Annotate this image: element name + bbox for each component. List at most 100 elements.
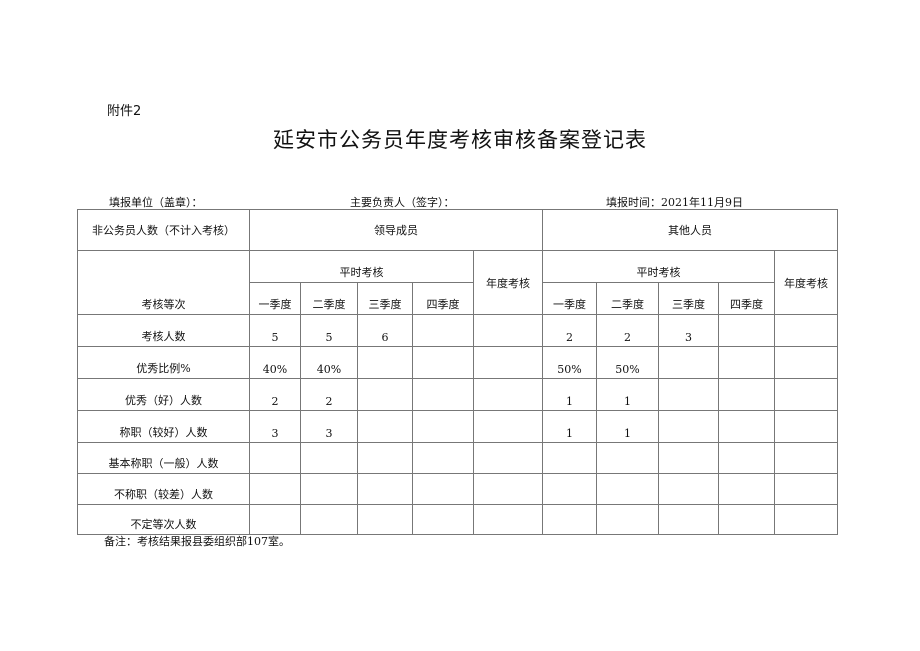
leaders-header: 领导成员 [249,209,543,251]
others-cell [774,504,838,535]
attachment-label: 附件2 [107,104,142,119]
others-cell: 3 [658,314,719,347]
table-row: 基本称职（一般）人数 [77,442,838,474]
others-cell: 1 [596,378,659,411]
leaders-cell [412,410,474,443]
grade-header: 考核等次 [77,250,250,315]
registration-table: 非公务员人数（不计入考核） 领导成员 其他人员 考核等次 平时考核 年度考核 平… [77,209,838,535]
leaders-cell [357,378,413,411]
others-cell [718,346,775,379]
others-cell [658,473,719,505]
others-cell: 2 [542,314,597,347]
row-label: 不称职（较差）人数 [77,473,250,505]
others-cell [774,346,838,379]
others-cell: 1 [542,410,597,443]
table-row: 优秀（好）人数 2 2 1 1 [77,378,838,411]
others-cell [658,504,719,535]
others-cell [542,504,597,535]
leaders-cell [300,473,358,505]
row-label: 基本称职（一般）人数 [77,442,250,474]
others-regular-header: 平时考核 [542,250,775,283]
table-row: 称职（较好）人数 3 3 1 1 [77,410,838,443]
report-date: 填报时间：2021年11月9日 [606,196,743,209]
others-cell: 2 [596,314,659,347]
leader-signature-label: 主要负责人（签字）： [350,196,455,209]
others-cell [542,442,597,474]
others-cell [718,442,775,474]
non-civil-header: 非公务员人数（不计入考核） [77,209,250,251]
leaders-cell [473,346,543,379]
leaders-cell [300,442,358,474]
leaders-cell [473,410,543,443]
others-cell [542,473,597,505]
leaders-q3-header: 三季度 [357,282,413,315]
leaders-cell [357,442,413,474]
leaders-cell [412,378,474,411]
table-row: 不称职（较差）人数 [77,473,838,505]
table-row: 不定等次人数 [77,504,838,535]
others-cell [774,442,838,474]
row-label: 不定等次人数 [77,504,250,535]
leaders-q1-header: 一季度 [249,282,301,315]
leaders-cell [412,442,474,474]
leaders-cell [473,442,543,474]
row-label: 称职（较好）人数 [77,410,250,443]
leaders-cell [249,473,301,505]
row-label: 考核人数 [77,314,250,347]
others-annual-header: 年度考核 [774,250,838,315]
others-cell [774,473,838,505]
reporting-unit-label: 填报单位（盖章）： [109,196,203,209]
others-cell [658,442,719,474]
leaders-cell [473,473,543,505]
others-cell [658,378,719,411]
leaders-cell [412,473,474,505]
leaders-annual-header: 年度考核 [473,250,543,315]
others-cell [596,442,659,474]
leaders-cell: 40% [249,346,301,379]
leaders-regular-header: 平时考核 [249,250,474,283]
leaders-cell [412,314,474,347]
others-cell [718,473,775,505]
others-q2-header: 二季度 [596,282,659,315]
others-q1-header: 一季度 [542,282,597,315]
leaders-cell [412,346,474,379]
others-cell: 50% [596,346,659,379]
leaders-cell [473,504,543,535]
row-label: 优秀比例% [77,346,250,379]
leaders-cell: 3 [249,410,301,443]
others-cell [774,410,838,443]
others-cell [718,378,775,411]
leaders-cell: 2 [249,378,301,411]
leaders-q2-header: 二季度 [300,282,358,315]
leaders-cell: 40% [300,346,358,379]
others-cell [658,410,719,443]
leaders-cell: 2 [300,378,358,411]
others-cell [596,504,659,535]
others-cell [774,378,838,411]
leaders-cell [473,378,543,411]
leaders-cell: 5 [300,314,358,347]
others-cell: 1 [542,378,597,411]
others-cell [718,504,775,535]
page-title: 延安市公务员年度考核审核备案登记表 [273,128,647,152]
leaders-cell [473,314,543,347]
others-cell [718,314,775,347]
others-cell [774,314,838,347]
others-cell: 1 [596,410,659,443]
others-header: 其他人员 [542,209,838,251]
leaders-cell [357,473,413,505]
table-row: 考核人数 5 5 6 2 2 3 [77,314,838,347]
leaders-cell [249,504,301,535]
leaders-cell [357,504,413,535]
leaders-cell: 3 [300,410,358,443]
leaders-cell [412,504,474,535]
others-cell [596,473,659,505]
table-row: 优秀比例% 40% 40% 50% 50% [77,346,838,379]
leaders-cell [357,410,413,443]
others-q3-header: 三季度 [658,282,719,315]
row-label: 优秀（好）人数 [77,378,250,411]
leaders-cell [357,346,413,379]
leaders-cell: 5 [249,314,301,347]
others-cell [718,410,775,443]
